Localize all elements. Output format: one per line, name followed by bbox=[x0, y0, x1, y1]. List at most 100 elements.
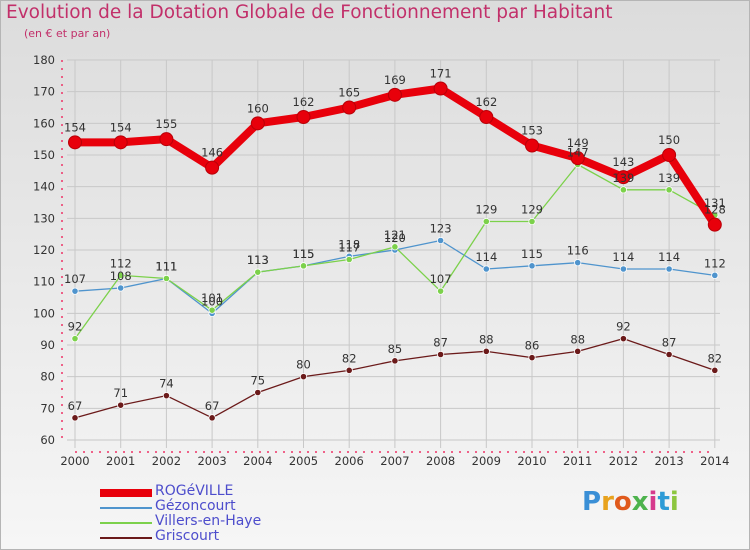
data-label-g-zoncourt: 111 bbox=[155, 260, 177, 274]
y-tick-label: 90 bbox=[40, 338, 55, 352]
data-label-g-zoncourt: 100 bbox=[201, 294, 223, 308]
data-point-villers-en-haye bbox=[391, 243, 399, 251]
logo-letter: i bbox=[648, 487, 658, 517]
data-label-g-zoncourt: 118 bbox=[338, 237, 360, 251]
data-label-g-zoncourt: 114 bbox=[612, 250, 634, 264]
data-label-villers-en-haye: 111 bbox=[155, 260, 177, 274]
x-tick-label: 2003 bbox=[197, 454, 226, 468]
data-point-g-zoncourt bbox=[665, 265, 673, 273]
logo-letter: r bbox=[601, 487, 614, 517]
data-label-rog-ville: 153 bbox=[521, 124, 543, 138]
logo-letter: P bbox=[582, 487, 602, 517]
data-label-rog-ville: 169 bbox=[384, 73, 406, 87]
chart-subtitle: (en € et par an) bbox=[24, 27, 111, 40]
data-label-griscourt: 82 bbox=[342, 351, 357, 365]
data-label-griscourt: 86 bbox=[525, 339, 540, 353]
data-point-villers-en-haye bbox=[299, 262, 308, 270]
data-label-villers-en-haye: 121 bbox=[384, 228, 406, 242]
data-point-griscourt bbox=[391, 357, 399, 365]
x-tick-label: 2006 bbox=[335, 454, 364, 468]
data-point-rog-ville bbox=[433, 81, 448, 96]
data-point-griscourt bbox=[254, 388, 262, 397]
data-label-griscourt: 75 bbox=[250, 374, 265, 388]
data-point-griscourt bbox=[619, 335, 628, 343]
data-point-rog-ville bbox=[113, 135, 128, 150]
x-tick-label: 2002 bbox=[152, 454, 181, 468]
data-point-rog-ville bbox=[205, 160, 220, 175]
y-tick-label: 80 bbox=[40, 370, 55, 384]
data-point-villers-en-haye bbox=[162, 274, 170, 283]
data-label-g-zoncourt: 113 bbox=[247, 253, 269, 267]
data-label-villers-en-haye: 112 bbox=[110, 256, 132, 270]
data-point-g-zoncourt bbox=[117, 284, 125, 292]
data-label-g-zoncourt: 114 bbox=[658, 250, 680, 264]
data-label-villers-en-haye: 101 bbox=[201, 291, 223, 305]
data-label-griscourt: 80 bbox=[296, 358, 311, 372]
data-label-griscourt: 87 bbox=[662, 336, 677, 350]
legend-label: Griscourt bbox=[155, 528, 220, 544]
logo-letter: i bbox=[669, 487, 679, 517]
data-label-griscourt: 74 bbox=[159, 377, 174, 391]
data-label-villers-en-haye: 115 bbox=[293, 247, 315, 261]
x-tick-label: 2008 bbox=[426, 454, 455, 468]
legend-swatch bbox=[100, 537, 152, 539]
data-point-griscourt bbox=[528, 354, 536, 362]
proxiti-logo: Proxiti bbox=[582, 487, 679, 517]
logo-letter: t bbox=[657, 487, 670, 517]
logo-letter: x bbox=[631, 487, 649, 517]
data-point-g-zoncourt bbox=[436, 236, 445, 245]
data-point-g-zoncourt bbox=[711, 271, 719, 279]
legend-swatch bbox=[100, 489, 152, 497]
data-point-rog-ville bbox=[662, 148, 677, 162]
data-label-g-zoncourt: 115 bbox=[293, 247, 315, 261]
data-point-villers-en-haye bbox=[665, 186, 673, 194]
y-tick-label: 60 bbox=[40, 433, 55, 447]
data-point-rog-ville bbox=[159, 132, 174, 147]
data-label-rog-ville: 162 bbox=[475, 95, 497, 109]
data-label-rog-ville: 143 bbox=[612, 155, 634, 169]
data-label-griscourt: 88 bbox=[570, 332, 585, 346]
data-point-rog-ville bbox=[342, 100, 357, 115]
data-label-g-zoncourt: 107 bbox=[64, 272, 86, 286]
data-point-griscourt bbox=[436, 350, 445, 359]
data-point-griscourt bbox=[574, 347, 582, 355]
data-label-villers-en-haye: 129 bbox=[475, 203, 497, 217]
data-point-griscourt bbox=[299, 373, 308, 381]
data-label-griscourt: 67 bbox=[205, 399, 220, 413]
data-point-griscourt bbox=[208, 414, 216, 422]
data-label-villers-en-haye: 131 bbox=[704, 196, 726, 210]
legend-swatch bbox=[100, 507, 152, 509]
data-label-g-zoncourt: 116 bbox=[567, 244, 589, 258]
legend-swatch bbox=[100, 522, 152, 524]
data-label-rog-ville: 150 bbox=[658, 133, 680, 147]
data-point-rog-ville bbox=[296, 110, 311, 124]
data-point-griscourt bbox=[482, 347, 490, 355]
x-tick-label: 2000 bbox=[60, 454, 89, 468]
data-point-rog-ville bbox=[479, 110, 494, 124]
data-point-rog-ville bbox=[707, 217, 722, 232]
data-point-griscourt bbox=[665, 350, 673, 359]
data-label-rog-ville: 171 bbox=[430, 67, 452, 81]
data-label-griscourt: 92 bbox=[616, 320, 631, 334]
data-point-rog-ville bbox=[387, 87, 402, 102]
y-tick-label: 70 bbox=[40, 401, 55, 415]
data-label-rog-ville: 149 bbox=[567, 136, 589, 150]
data-point-g-zoncourt bbox=[574, 259, 582, 267]
chart-title: Evolution de la Dotation Globale de Fonc… bbox=[6, 2, 613, 23]
data-point-rog-ville bbox=[68, 135, 82, 150]
data-label-griscourt: 71 bbox=[113, 386, 128, 400]
data-point-villers-en-haye bbox=[619, 186, 628, 194]
y-tick-label: 110 bbox=[33, 275, 55, 289]
data-label-g-zoncourt: 112 bbox=[704, 256, 726, 270]
y-tick-label: 170 bbox=[33, 85, 55, 99]
x-tick-label: 2009 bbox=[472, 454, 501, 468]
y-tick-label: 150 bbox=[33, 148, 55, 162]
data-label-g-zoncourt: 120 bbox=[384, 231, 406, 245]
x-tick-label: 2001 bbox=[106, 454, 135, 468]
data-label-g-zoncourt: 114 bbox=[475, 250, 497, 264]
legend-label: ROGéVILLE bbox=[155, 483, 234, 499]
x-tick-label: 2013 bbox=[654, 454, 683, 468]
data-label-rog-ville: 160 bbox=[247, 101, 269, 115]
data-point-griscourt bbox=[117, 401, 125, 409]
